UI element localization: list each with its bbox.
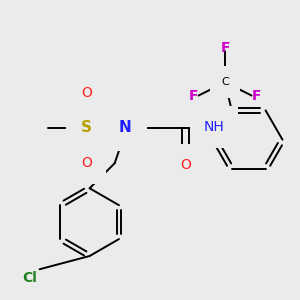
Text: O: O [81,156,92,170]
Text: F: F [220,40,230,55]
Text: Cl: Cl [22,271,37,285]
Text: NH: NH [204,120,225,134]
Text: O: O [81,85,92,100]
Text: O: O [180,158,191,172]
Text: C: C [221,77,229,87]
Text: F: F [188,88,198,103]
Text: F: F [252,88,262,103]
Text: N: N [118,120,131,135]
Text: S: S [81,120,92,135]
